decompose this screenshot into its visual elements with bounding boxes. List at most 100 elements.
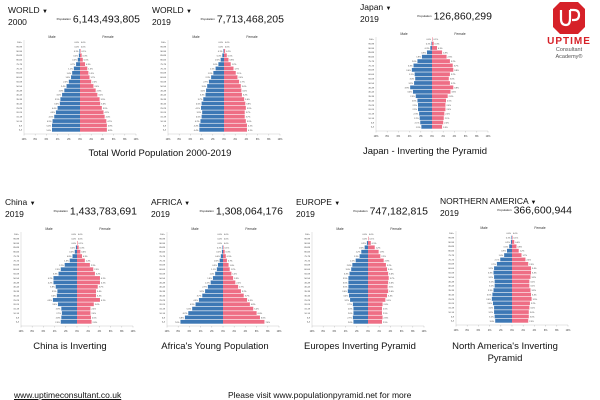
bar-male — [361, 249, 368, 254]
bar-female — [223, 293, 244, 298]
y-tick-label: 70-74 — [159, 260, 165, 262]
bar-female — [224, 114, 245, 119]
bar-female — [368, 302, 383, 307]
region-dropdown[interactable]: WORLD ▼ — [152, 5, 284, 18]
bar-male — [493, 270, 512, 275]
bar-female — [432, 46, 438, 50]
bar-female — [432, 59, 450, 63]
uptime-website-link[interactable]: www.uptimeconsultant.co.uk — [14, 390, 122, 400]
data-label-female: 3.3% — [531, 290, 536, 292]
y-tick-label: 10-14 — [159, 313, 165, 315]
data-label-male: 3.5% — [55, 99, 60, 101]
data-label-male: 2.8% — [56, 309, 61, 311]
y-tick-label: 5-9 — [307, 317, 311, 319]
data-label-female: 2.5% — [383, 313, 388, 315]
bar-female — [368, 245, 375, 250]
data-label-male: 0.1% — [426, 44, 431, 46]
bar-male — [494, 305, 512, 310]
bar-female — [224, 79, 240, 84]
region-dropdown[interactable]: Japan ▼ — [360, 2, 492, 15]
region-name: Japan — [360, 2, 384, 12]
data-label-female: 4.1% — [101, 300, 106, 302]
y-tick-label: 75-79 — [159, 256, 165, 258]
region-dropdown[interactable]: EUROPE ▼ — [296, 197, 428, 210]
bar-female — [432, 120, 444, 125]
y-tick-label: 80-84 — [160, 60, 166, 62]
y-tick-label: 90-94 — [448, 242, 454, 244]
bar-male — [69, 258, 77, 263]
data-label-male: 3.6% — [406, 70, 411, 72]
bar-female — [432, 116, 444, 120]
bar-female — [224, 97, 245, 102]
x-tick-label: 2% — [232, 330, 236, 333]
region-name: NORTHERN AMERICA — [440, 196, 529, 206]
uptime-logo: UPTIME Consultant Academy® — [540, 0, 598, 61]
bar-female — [432, 54, 447, 59]
x-tick-label: 0% — [366, 330, 370, 333]
data-label-female: 3.6% — [101, 103, 106, 105]
population-value: 747,182,815 — [369, 205, 428, 218]
bar-male — [188, 311, 223, 315]
data-label-female: 2.2% — [236, 282, 241, 284]
data-label-female: 3.0% — [242, 86, 247, 88]
bar-male — [510, 240, 512, 244]
data-label-female: 0.1% — [82, 51, 87, 53]
data-label-male: 3.0% — [202, 86, 207, 88]
chart-header: EUROPE ▼ 2019 Population 747,182,815 — [296, 197, 428, 224]
bar-male — [66, 84, 80, 88]
region-dropdown[interactable]: AFRICA ▼ — [151, 197, 283, 210]
data-label-male: 3.2% — [200, 291, 205, 293]
data-label-female: 0.1% — [79, 243, 84, 245]
data-label-female: 1.2% — [232, 64, 237, 66]
bar-male — [414, 81, 432, 85]
region-dropdown[interactable]: China ▼ — [5, 197, 137, 210]
y-tick-label: 50-54 — [13, 278, 19, 280]
y-tick-label: 35-39 — [448, 290, 454, 292]
bar-male — [78, 53, 80, 58]
bar-female — [77, 241, 78, 245]
data-label-male: 2.6% — [348, 309, 353, 311]
x-tick-label: 4% — [344, 330, 348, 333]
region-dropdown[interactable]: WORLD ▼ — [8, 5, 140, 18]
male-label: Male — [191, 227, 198, 231]
y-tick-label: 55-59 — [16, 81, 22, 83]
region-dropdown[interactable]: NORTHERN AMERICA ▼ — [440, 196, 572, 209]
x-tick-label: 4% — [453, 135, 457, 138]
data-label-male: 3.2% — [409, 83, 414, 85]
caption-namerica: North America's Inverting Pyramid — [430, 341, 580, 365]
data-label-male: 4.2% — [195, 121, 200, 123]
data-label-male: 0.5% — [504, 246, 509, 248]
data-label-female: 0.0% — [225, 47, 230, 49]
bar-male — [419, 116, 432, 120]
population-label: Population — [199, 209, 214, 213]
population-label: Population — [497, 208, 512, 212]
data-label-female: 3.4% — [388, 269, 393, 271]
bar-male — [56, 293, 77, 298]
bar-female — [223, 298, 248, 302]
y-tick-label: 60-64 — [304, 269, 310, 271]
data-label-female: 2.5% — [383, 322, 388, 324]
chevron-down-icon: ▼ — [29, 201, 36, 207]
bar-female — [368, 276, 389, 280]
data-label-female: 3.4% — [388, 295, 393, 297]
x-tick-label: 8% — [120, 330, 124, 333]
bar-male — [494, 310, 512, 314]
data-label-male: 3.3% — [344, 274, 349, 276]
bar-male — [348, 284, 368, 289]
bar-female — [512, 283, 530, 288]
data-label-male: 3.5% — [343, 287, 348, 289]
y-tick-label: 95-99 — [159, 238, 165, 240]
male-label: Male — [45, 227, 52, 231]
bar-female — [223, 276, 234, 280]
data-label-male: 2.6% — [412, 61, 417, 63]
bar-male — [421, 54, 432, 59]
bar-male — [53, 280, 77, 285]
data-label-female: 3.3% — [451, 92, 456, 94]
pyramid-chart: Male Female 0-4 1.9% 1.8% 5-9 2.1% 2.0% 10-14 2.2… — [368, 32, 491, 138]
caption-africa: Africa's Young Population — [161, 341, 269, 352]
bar-female — [80, 106, 102, 110]
x-tick-label: 6% — [464, 135, 468, 138]
pyramid-chart: Male Female 0-4 2.6% 2.5% 5-9 2.7% 2.6% 10-14 2.6… — [304, 227, 427, 333]
bar-male — [414, 72, 432, 77]
bar-male — [76, 62, 80, 66]
